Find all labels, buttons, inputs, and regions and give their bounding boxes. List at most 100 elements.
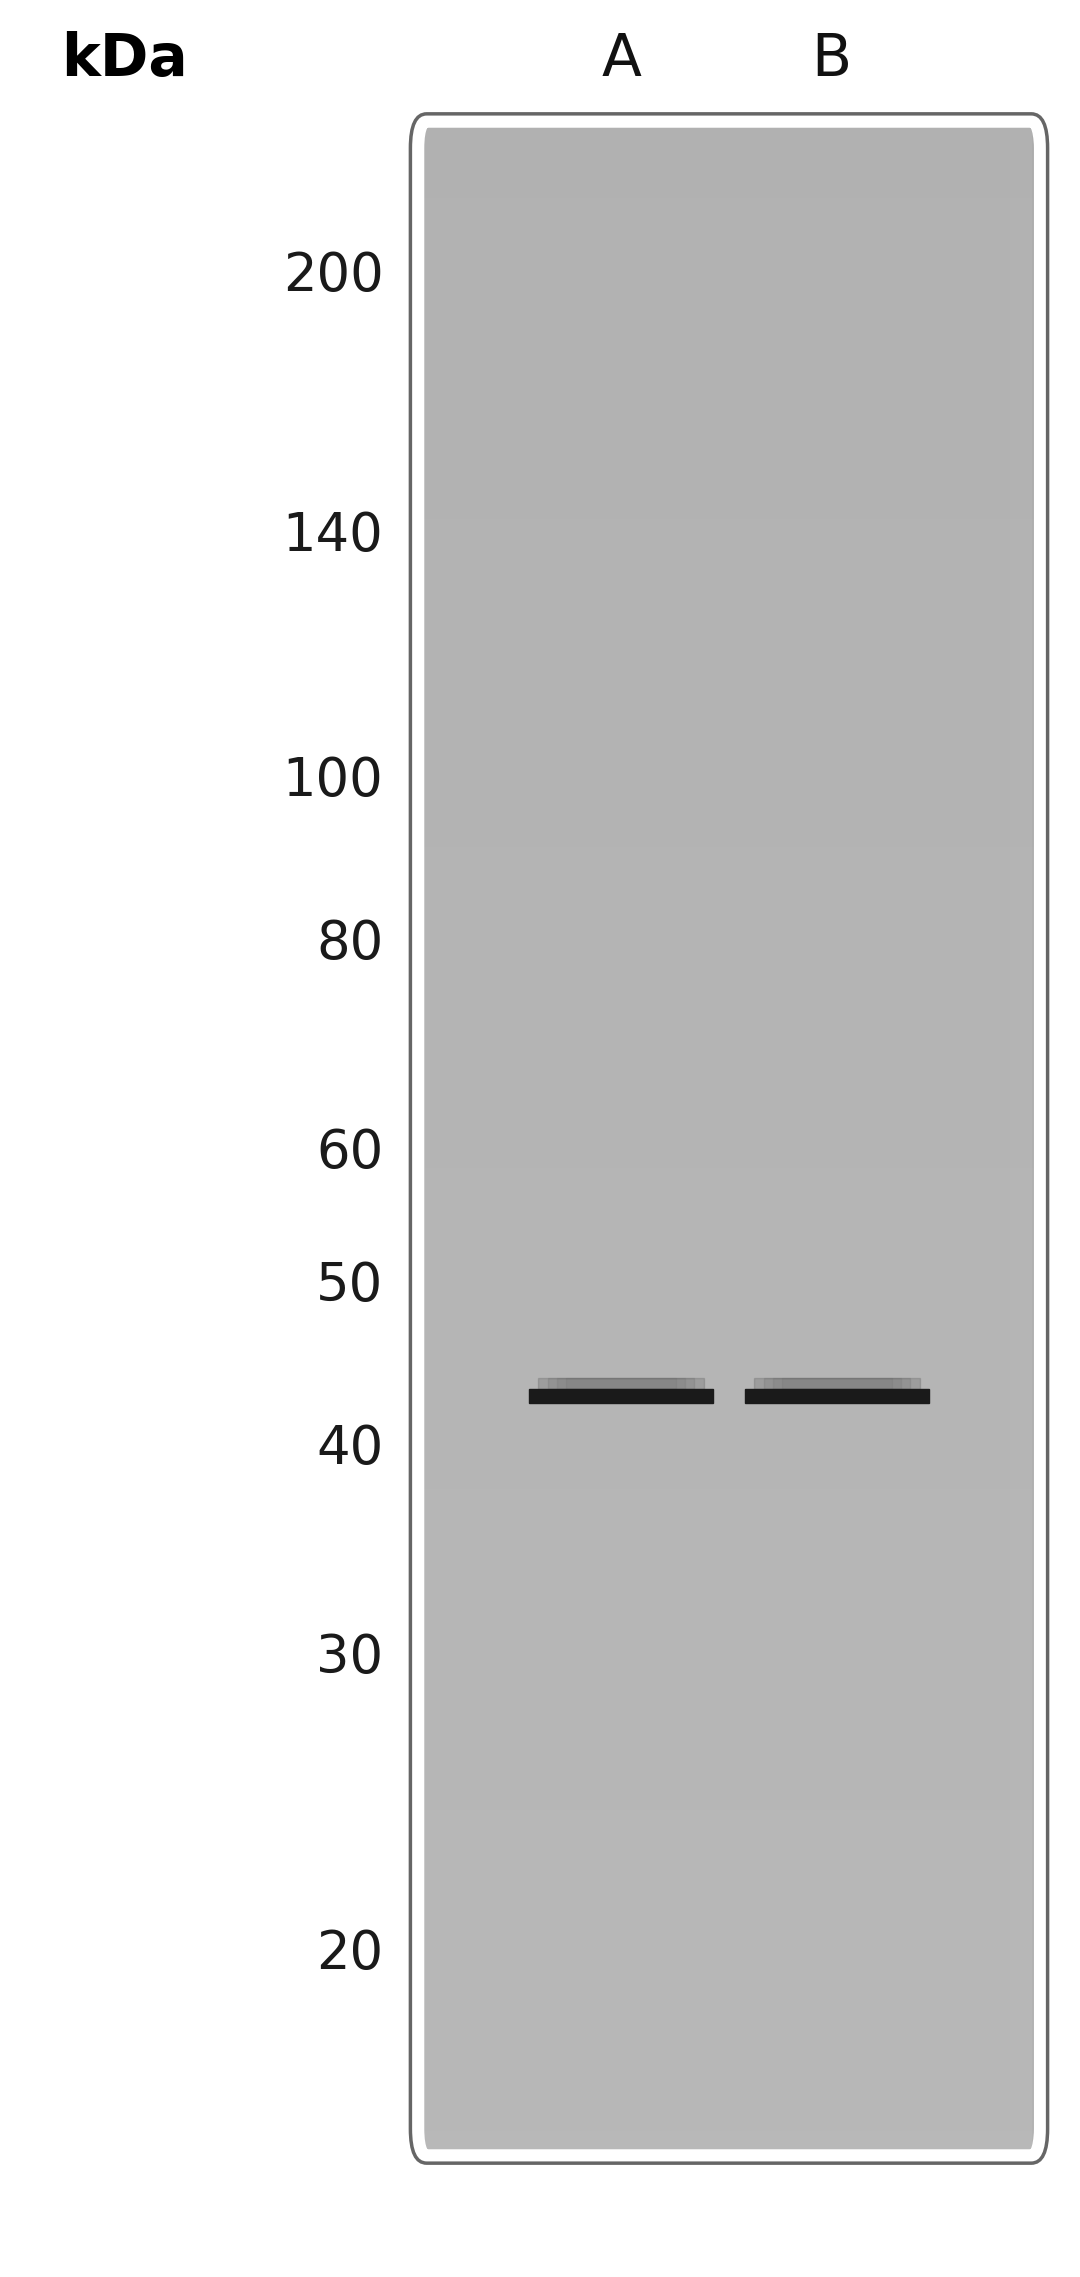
Bar xyxy=(410,1815,1048,1822)
Bar xyxy=(410,1664,1048,1671)
Bar xyxy=(410,1945,1048,1951)
Bar xyxy=(410,2006,1048,2013)
Bar xyxy=(410,865,1048,872)
Bar xyxy=(410,455,1048,462)
Bar xyxy=(410,715,1048,722)
Bar xyxy=(410,1644,1048,1651)
Bar xyxy=(410,162,1048,168)
Bar xyxy=(410,428,1048,435)
Bar xyxy=(410,824,1048,831)
Bar xyxy=(410,1063,1048,1070)
Bar xyxy=(410,674,1048,681)
Bar xyxy=(414,114,415,2163)
Bar xyxy=(410,1337,1048,1343)
Bar xyxy=(410,1951,1048,1958)
Bar xyxy=(410,995,1048,1002)
Text: B: B xyxy=(811,30,852,89)
Bar xyxy=(410,1166,1048,1173)
Bar xyxy=(410,599,1048,606)
Text: 100: 100 xyxy=(283,756,383,808)
Bar xyxy=(410,954,1048,961)
Bar xyxy=(410,469,1048,476)
Bar xyxy=(410,1289,1048,1296)
Bar xyxy=(410,1159,1048,1166)
Bar xyxy=(410,2129,1048,2136)
Bar xyxy=(410,1084,1048,1091)
Bar xyxy=(410,537,1048,544)
Bar xyxy=(410,1022,1048,1029)
Bar xyxy=(410,592,1048,599)
Bar xyxy=(410,2156,1048,2163)
Bar xyxy=(410,1514,1048,1521)
Bar xyxy=(410,1890,1048,1897)
Bar xyxy=(410,572,1048,578)
Bar xyxy=(410,1466,1048,1473)
Text: A: A xyxy=(602,30,640,89)
Bar xyxy=(410,544,1048,551)
Bar xyxy=(410,483,1048,490)
Bar xyxy=(410,879,1048,886)
Bar xyxy=(410,763,1048,770)
Bar xyxy=(410,2020,1048,2027)
Bar xyxy=(417,114,419,2163)
Bar xyxy=(410,1924,1048,1931)
Bar xyxy=(782,1378,892,1389)
Bar xyxy=(410,332,1048,339)
Bar xyxy=(410,1323,1048,1330)
Bar xyxy=(410,756,1048,763)
Bar xyxy=(410,1958,1048,1965)
Bar xyxy=(410,1501,1048,1507)
Bar xyxy=(773,1378,901,1389)
Bar xyxy=(410,298,1048,305)
Bar xyxy=(410,1255,1048,1261)
Bar xyxy=(410,1302,1048,1309)
Bar xyxy=(421,114,423,2163)
Bar xyxy=(410,770,1048,776)
Bar xyxy=(410,2061,1048,2068)
Bar xyxy=(410,2068,1048,2074)
Bar xyxy=(410,722,1048,729)
Bar xyxy=(410,578,1048,585)
Bar xyxy=(410,510,1048,517)
Bar xyxy=(410,2047,1048,2054)
Bar xyxy=(410,2102,1048,2109)
Bar xyxy=(1037,114,1038,2163)
Bar xyxy=(410,1125,1048,1132)
Bar xyxy=(410,694,1048,701)
Bar xyxy=(410,1999,1048,2006)
Bar xyxy=(410,1897,1048,1904)
Bar xyxy=(410,1712,1048,1719)
Bar xyxy=(410,1350,1048,1357)
Bar xyxy=(410,168,1048,175)
Bar xyxy=(410,1692,1048,1699)
Bar xyxy=(410,975,1048,981)
Bar xyxy=(410,230,1048,237)
Bar xyxy=(420,114,421,2163)
Bar xyxy=(410,1596,1048,1603)
Bar xyxy=(410,2081,1048,2088)
Bar xyxy=(410,1179,1048,1186)
Bar xyxy=(410,387,1048,394)
Bar xyxy=(410,1330,1048,1337)
Bar xyxy=(1032,114,1035,2163)
Bar xyxy=(410,735,1048,742)
Bar xyxy=(410,1863,1048,1869)
Bar xyxy=(410,790,1048,797)
Bar xyxy=(410,476,1048,483)
Bar xyxy=(410,1220,1048,1227)
Bar xyxy=(410,1473,1048,1480)
Bar xyxy=(410,1869,1048,1876)
Bar xyxy=(410,845,1048,852)
Bar xyxy=(410,326,1048,332)
Bar xyxy=(410,619,1048,626)
Bar xyxy=(410,134,1048,141)
Bar xyxy=(410,1965,1048,1972)
Bar xyxy=(410,1043,1048,1050)
Bar xyxy=(410,1856,1048,1863)
Bar xyxy=(410,667,1048,674)
Bar xyxy=(410,626,1048,633)
Bar xyxy=(410,1979,1048,1986)
Bar xyxy=(557,1378,686,1389)
Bar xyxy=(410,250,1048,257)
Bar xyxy=(410,312,1048,319)
